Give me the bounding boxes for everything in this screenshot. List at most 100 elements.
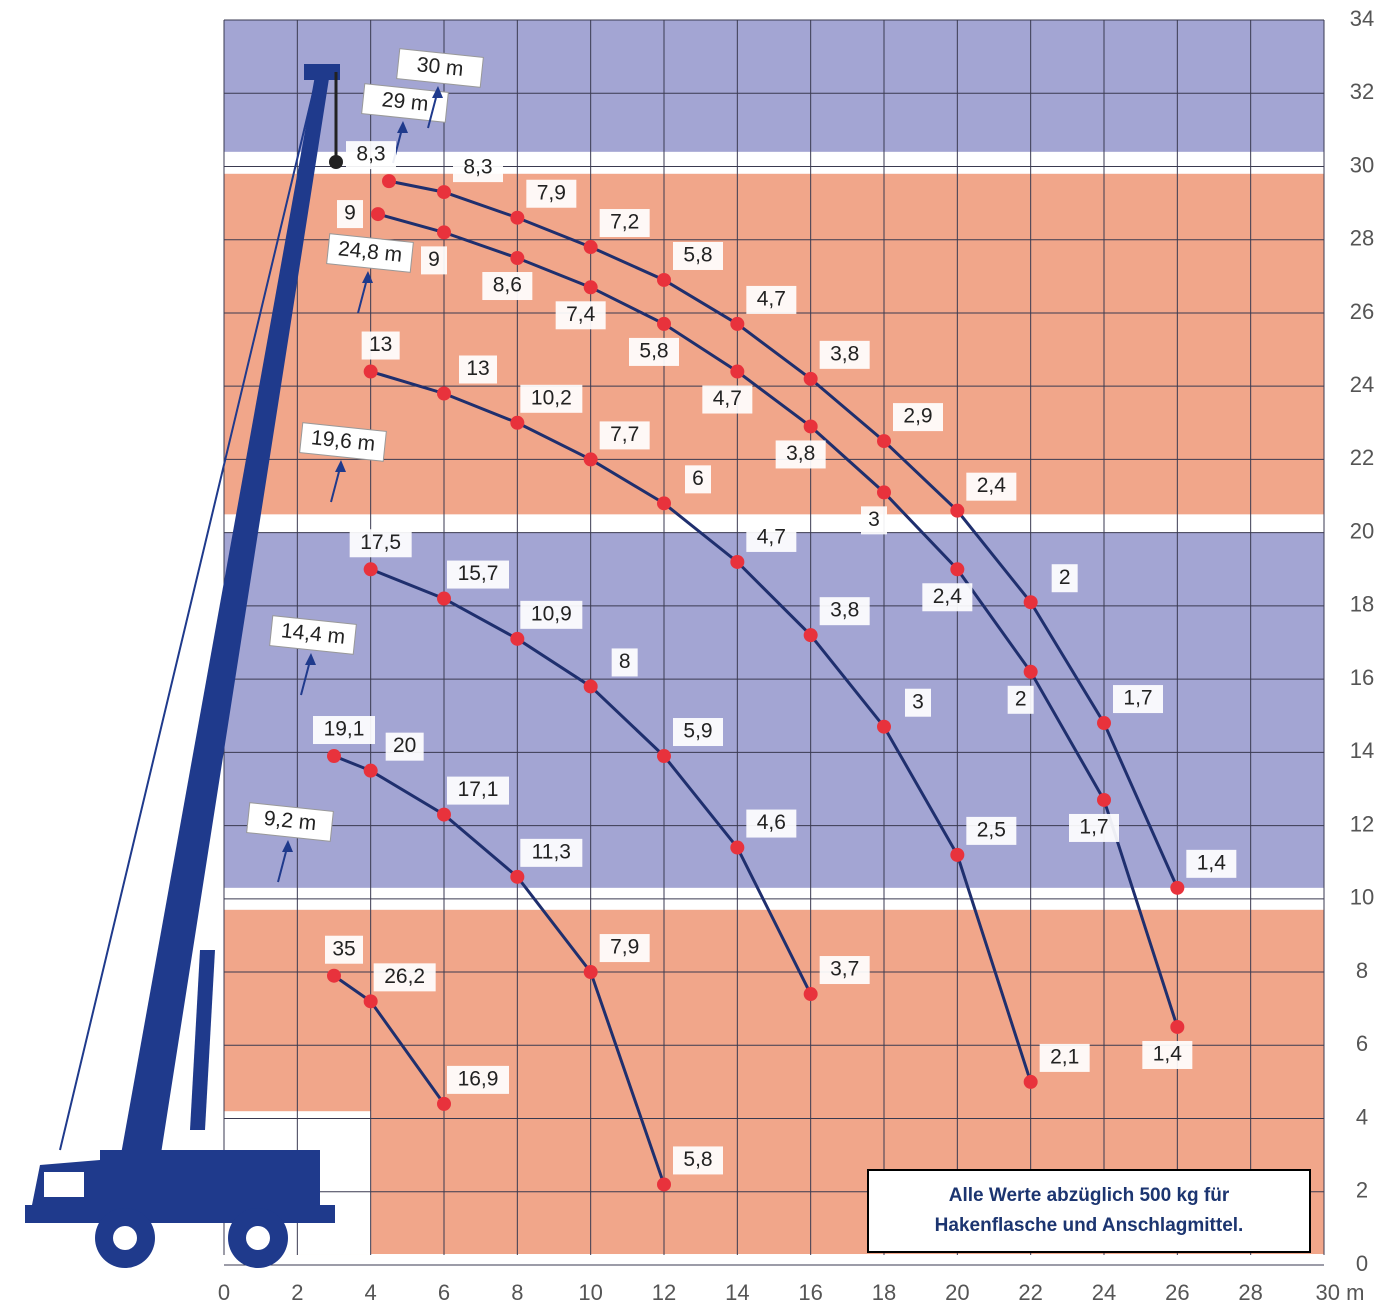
wheel-hub xyxy=(113,1226,137,1250)
value-label-box xyxy=(453,154,503,183)
load-point xyxy=(803,987,818,1002)
value-label: 1,7 xyxy=(1079,816,1108,839)
value-label: 2 xyxy=(1059,566,1071,589)
value-label-box xyxy=(611,648,638,677)
wheel-hub xyxy=(246,1226,270,1250)
value-label-box xyxy=(373,963,436,992)
y-tick-label: 28 xyxy=(1350,226,1374,251)
value-label-box xyxy=(746,523,797,552)
x-tick-label: 14 xyxy=(725,1280,749,1305)
value-label-box xyxy=(1039,1043,1090,1072)
value-label-box xyxy=(421,246,447,275)
load-point xyxy=(877,719,891,734)
y-tick-label: 10 xyxy=(1350,885,1374,910)
value-label: 20 xyxy=(393,734,416,757)
load-point xyxy=(730,316,745,331)
load-point xyxy=(583,280,598,295)
boom-label-box xyxy=(326,233,414,273)
value-label: 10,9 xyxy=(531,602,572,625)
load-point xyxy=(437,591,451,606)
boom-label-box xyxy=(269,615,357,655)
value-label-box xyxy=(673,718,723,747)
value-label-box xyxy=(520,838,583,867)
value-label: 3,8 xyxy=(786,442,815,465)
value-label-box xyxy=(966,816,1017,845)
value-label: 5,8 xyxy=(683,1148,712,1171)
value-label: 8,6 xyxy=(493,274,522,297)
load-point xyxy=(363,562,378,577)
value-label: 10,2 xyxy=(531,386,572,409)
band xyxy=(224,20,1324,152)
boom-label-box xyxy=(361,83,449,123)
value-label: 9 xyxy=(428,248,440,271)
y-tick-label: 22 xyxy=(1350,445,1374,470)
boom-arrowhead xyxy=(432,86,443,98)
value-label-box xyxy=(459,355,497,384)
value-label-box xyxy=(1051,564,1078,593)
boom-arrowhead xyxy=(397,121,408,133)
load-point xyxy=(657,272,671,287)
x-tick-label: 12 xyxy=(652,1280,676,1305)
value-label-box xyxy=(629,337,679,366)
value-label-box xyxy=(555,301,606,330)
y-tick-label: 6 xyxy=(1356,1031,1368,1056)
boom-label-box xyxy=(246,802,334,842)
value-label: 5,8 xyxy=(639,339,668,362)
boom-length: 19,6 m xyxy=(299,422,387,462)
value-label: 15,7 xyxy=(458,562,499,585)
cab-window xyxy=(44,1172,84,1197)
load-point xyxy=(803,628,818,643)
value-label: 2,4 xyxy=(977,474,1007,497)
value-label: 2,5 xyxy=(977,818,1006,841)
load-point xyxy=(327,749,341,764)
boom-length: 30 m xyxy=(396,48,484,88)
value-label: 13 xyxy=(369,333,392,356)
load-point xyxy=(657,749,671,764)
x-tick-label: 10 xyxy=(578,1280,602,1305)
boom-head xyxy=(304,64,340,80)
load-point xyxy=(510,210,525,225)
value-label: 7,9 xyxy=(537,181,566,204)
value-label-box xyxy=(1142,1040,1193,1069)
boom-label: 29 m xyxy=(381,88,430,116)
load-point xyxy=(583,679,598,694)
load-point xyxy=(730,554,745,569)
value-label-box xyxy=(775,440,826,469)
value-label: 2 xyxy=(1015,687,1027,710)
value-label-box xyxy=(1186,849,1237,878)
value-label: 3,8 xyxy=(830,342,859,365)
truck-body xyxy=(100,1150,320,1205)
value-label: 5,8 xyxy=(683,244,712,267)
y-tick-label: 30 xyxy=(1350,152,1374,177)
value-label-box xyxy=(966,472,1017,501)
value-label-box xyxy=(1007,685,1034,714)
value-label: 2,1 xyxy=(1050,1045,1079,1068)
load-point xyxy=(877,485,891,500)
load-curve xyxy=(370,370,1033,1083)
value-label-box xyxy=(599,209,650,238)
band xyxy=(224,173,1324,515)
value-label-box xyxy=(361,331,400,360)
boom-label-box xyxy=(396,48,484,88)
value-label: 8,3 xyxy=(463,156,492,179)
boom-arrowhead xyxy=(305,653,316,665)
value-label: 5,9 xyxy=(683,720,712,743)
x-tick-label: 20 xyxy=(945,1280,969,1305)
load-point xyxy=(583,240,598,255)
boom-length: 9,2 m xyxy=(246,802,334,842)
value-label: 3,7 xyxy=(830,958,859,981)
boom-length: 29 m xyxy=(361,83,449,123)
load-curve xyxy=(377,212,1179,1028)
x-tick-label: 4 xyxy=(365,1280,377,1305)
value-label: 7,9 xyxy=(610,936,639,959)
x-tick-label: 2 xyxy=(291,1280,303,1305)
x-tick-label: 26 xyxy=(1165,1280,1189,1305)
x-tick-label: 6 xyxy=(438,1280,450,1305)
value-label-box xyxy=(685,465,711,494)
value-label-box xyxy=(702,385,753,414)
value-label: 2,9 xyxy=(903,405,932,428)
value-label-box xyxy=(599,421,650,450)
load-point xyxy=(657,316,671,331)
load-point xyxy=(1097,716,1111,731)
value-label: 1,4 xyxy=(1153,1043,1183,1066)
